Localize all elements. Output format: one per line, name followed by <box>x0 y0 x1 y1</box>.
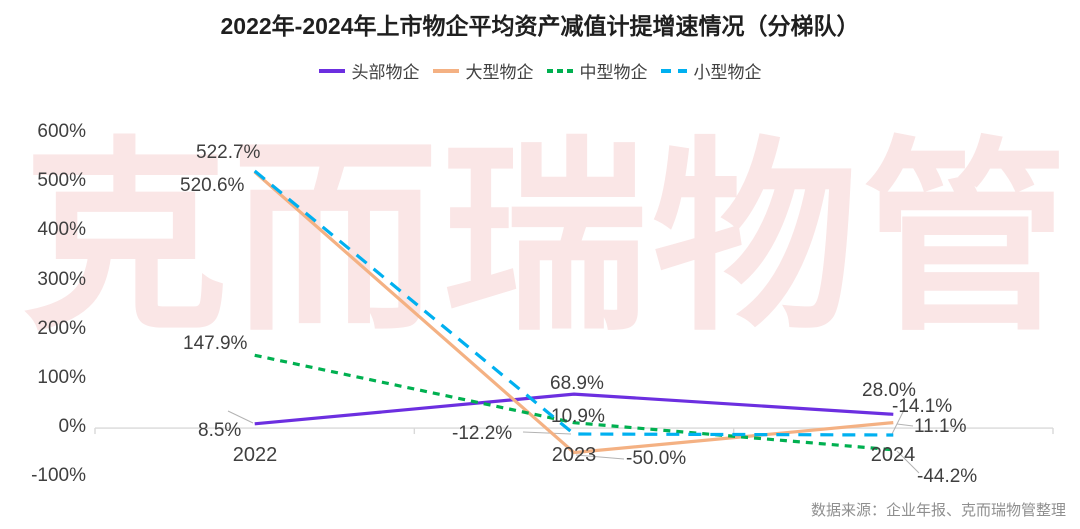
data-label-medium-2023: 10.9% <box>551 406 605 427</box>
y-axis-label: 100% <box>37 366 86 388</box>
y-axis-label: -100% <box>31 465 86 487</box>
legend-item-small: 小型物企 <box>660 58 762 83</box>
x-axis-label-2024: 2024 <box>870 444 916 466</box>
data-label-head-2022: 8.5% <box>198 420 242 441</box>
data-label-large-2024: 11.1% <box>914 416 967 437</box>
data-label-small-2024: -14.1% <box>892 396 953 417</box>
legend-item-medium: 中型物企 <box>546 58 648 83</box>
legend-item-head: 头部物企 <box>318 58 420 83</box>
watermark-text: 克而瑞物管 <box>22 124 1073 354</box>
data-label-large-2022: 520.6% <box>180 175 245 196</box>
data-label-large-2023: -50.0% <box>626 448 687 469</box>
legend-label-large: 大型物企 <box>465 63 534 82</box>
data-label-head-2024: 28.0% <box>862 380 916 401</box>
label-leader-line <box>227 410 254 424</box>
series-line-1 <box>253 170 894 455</box>
series-line-3 <box>253 169 894 437</box>
label-leader-line <box>575 454 625 460</box>
legend-line-medium-icon <box>546 68 573 73</box>
y-axis-label: 600% <box>37 121 86 142</box>
label-leader-line <box>522 431 572 435</box>
data-label-medium-2024: -44.2% <box>917 466 978 487</box>
legend-line-large-icon <box>432 68 459 73</box>
label-leader-line <box>890 409 905 437</box>
label-leader-line <box>896 450 920 474</box>
legend-line-head-icon <box>318 68 345 73</box>
data-label-head-2023: 68.9% <box>550 373 604 394</box>
y-axis-label: 400% <box>37 219 86 241</box>
y-axis-label: 500% <box>37 170 86 192</box>
data-label-small-2022: 522.7% <box>196 142 261 163</box>
label-leader-line <box>896 423 914 427</box>
data-label-small-2023: -12.2% <box>452 423 513 444</box>
legend-label-head: 头部物企 <box>351 63 420 82</box>
x-axis-label-2023: 2023 <box>551 444 597 466</box>
legend-label-medium: 中型物企 <box>579 63 648 82</box>
source-note: 数据来源：企业年报、克而瑞物管整理 <box>810 502 1066 519</box>
x-axis-label-2022: 2022 <box>232 444 278 466</box>
series-line-0 <box>254 392 894 426</box>
series-line-2 <box>254 353 894 452</box>
legend-item-large: 大型物企 <box>432 58 534 83</box>
legend-label-small: 小型物企 <box>693 63 762 82</box>
chart-title: 2022年-2024年上市物企平均资产减值计提增速情况（分梯队） <box>220 13 860 39</box>
y-axis-label: 0% <box>58 416 86 438</box>
y-axis-label: 200% <box>37 317 86 339</box>
y-axis-label: 300% <box>37 268 86 290</box>
legend-line-small-icon <box>660 68 687 73</box>
data-label-medium-2022: 147.9% <box>183 333 248 354</box>
legend: 头部物企 大型物企 中型物企 小型物企 <box>0 58 1080 83</box>
